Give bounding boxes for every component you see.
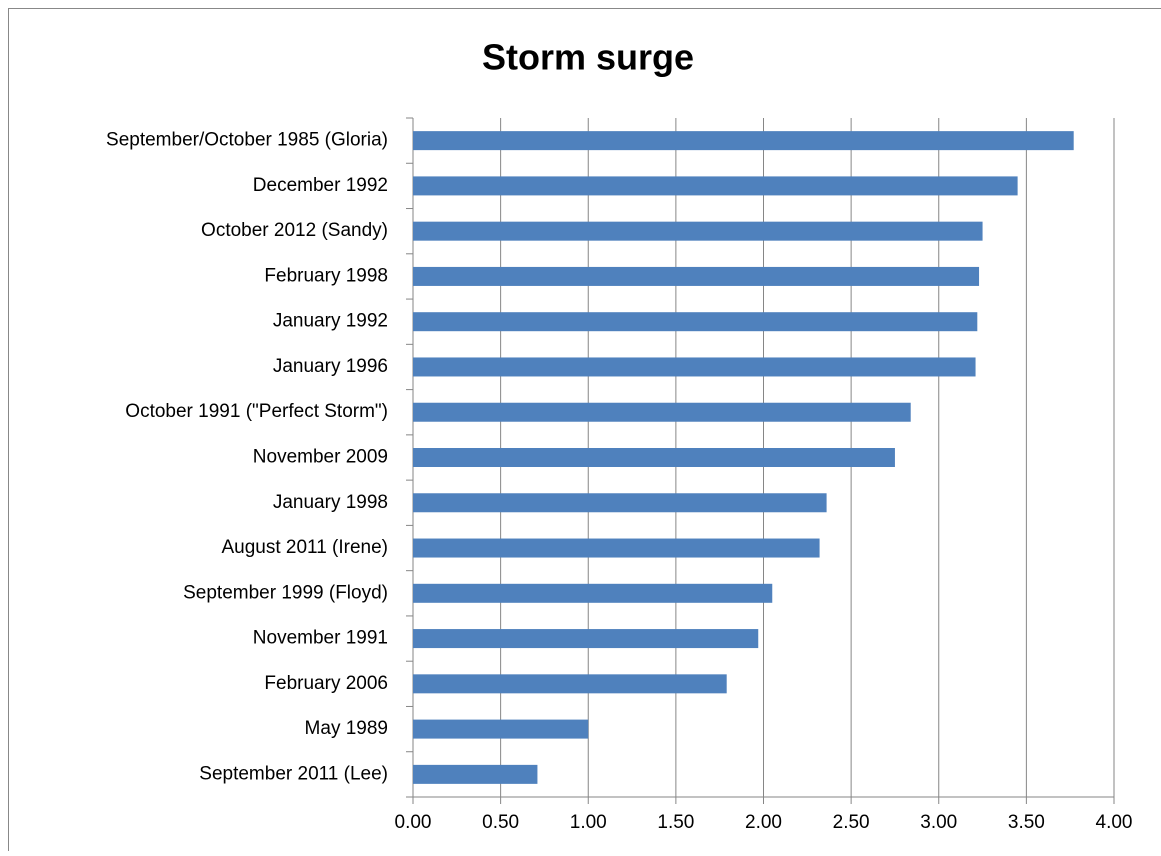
x-tick-label: 3.50 bbox=[1008, 812, 1045, 833]
bar bbox=[413, 720, 588, 739]
bar bbox=[413, 357, 976, 376]
bar bbox=[413, 448, 895, 467]
y-tick-label: February 2006 bbox=[264, 673, 388, 694]
bar bbox=[413, 629, 758, 648]
x-tick-label: 3.00 bbox=[920, 812, 957, 833]
y-tick-label: May 1989 bbox=[305, 718, 388, 739]
y-tick-label: September/October 1985 (Gloria) bbox=[106, 130, 388, 151]
y-tick-label: January 1992 bbox=[273, 311, 388, 332]
bar bbox=[413, 267, 979, 286]
bar bbox=[413, 539, 820, 558]
bar bbox=[413, 493, 827, 512]
bar bbox=[413, 584, 772, 603]
chart-title: Storm surge bbox=[482, 37, 694, 78]
y-tick-label: September 1999 (Floyd) bbox=[183, 582, 388, 603]
y-tick-label: September 2011 (Lee) bbox=[199, 763, 388, 784]
bar bbox=[413, 765, 537, 784]
bar bbox=[413, 176, 1018, 195]
y-tick-label: November 2009 bbox=[253, 447, 388, 468]
x-tick-label: 0.00 bbox=[395, 812, 432, 833]
bar bbox=[413, 222, 983, 241]
y-tick-label: January 1996 bbox=[273, 356, 388, 377]
x-tick-label: 4.00 bbox=[1096, 812, 1133, 833]
y-tick-label: February 1998 bbox=[264, 265, 388, 286]
x-tick-label: 1.00 bbox=[570, 812, 607, 833]
y-tick-label: October 1991 ("Perfect Storm") bbox=[125, 401, 388, 422]
y-tick-label: January 1998 bbox=[273, 492, 388, 513]
y-tick-label: October 2012 (Sandy) bbox=[201, 220, 388, 241]
x-tick-label: 1.50 bbox=[657, 812, 694, 833]
x-tick-label: 2.50 bbox=[833, 812, 870, 833]
y-tick-label: December 1992 bbox=[253, 175, 388, 196]
bar bbox=[413, 131, 1074, 150]
y-tick-label: August 2011 (Irene) bbox=[221, 537, 388, 558]
bar bbox=[413, 312, 977, 331]
bar bbox=[413, 403, 911, 422]
y-tick-label: November 1991 bbox=[253, 628, 388, 649]
x-tick-label: 0.50 bbox=[482, 812, 519, 833]
x-tick-label: 2.00 bbox=[745, 812, 782, 833]
bar bbox=[413, 674, 727, 693]
